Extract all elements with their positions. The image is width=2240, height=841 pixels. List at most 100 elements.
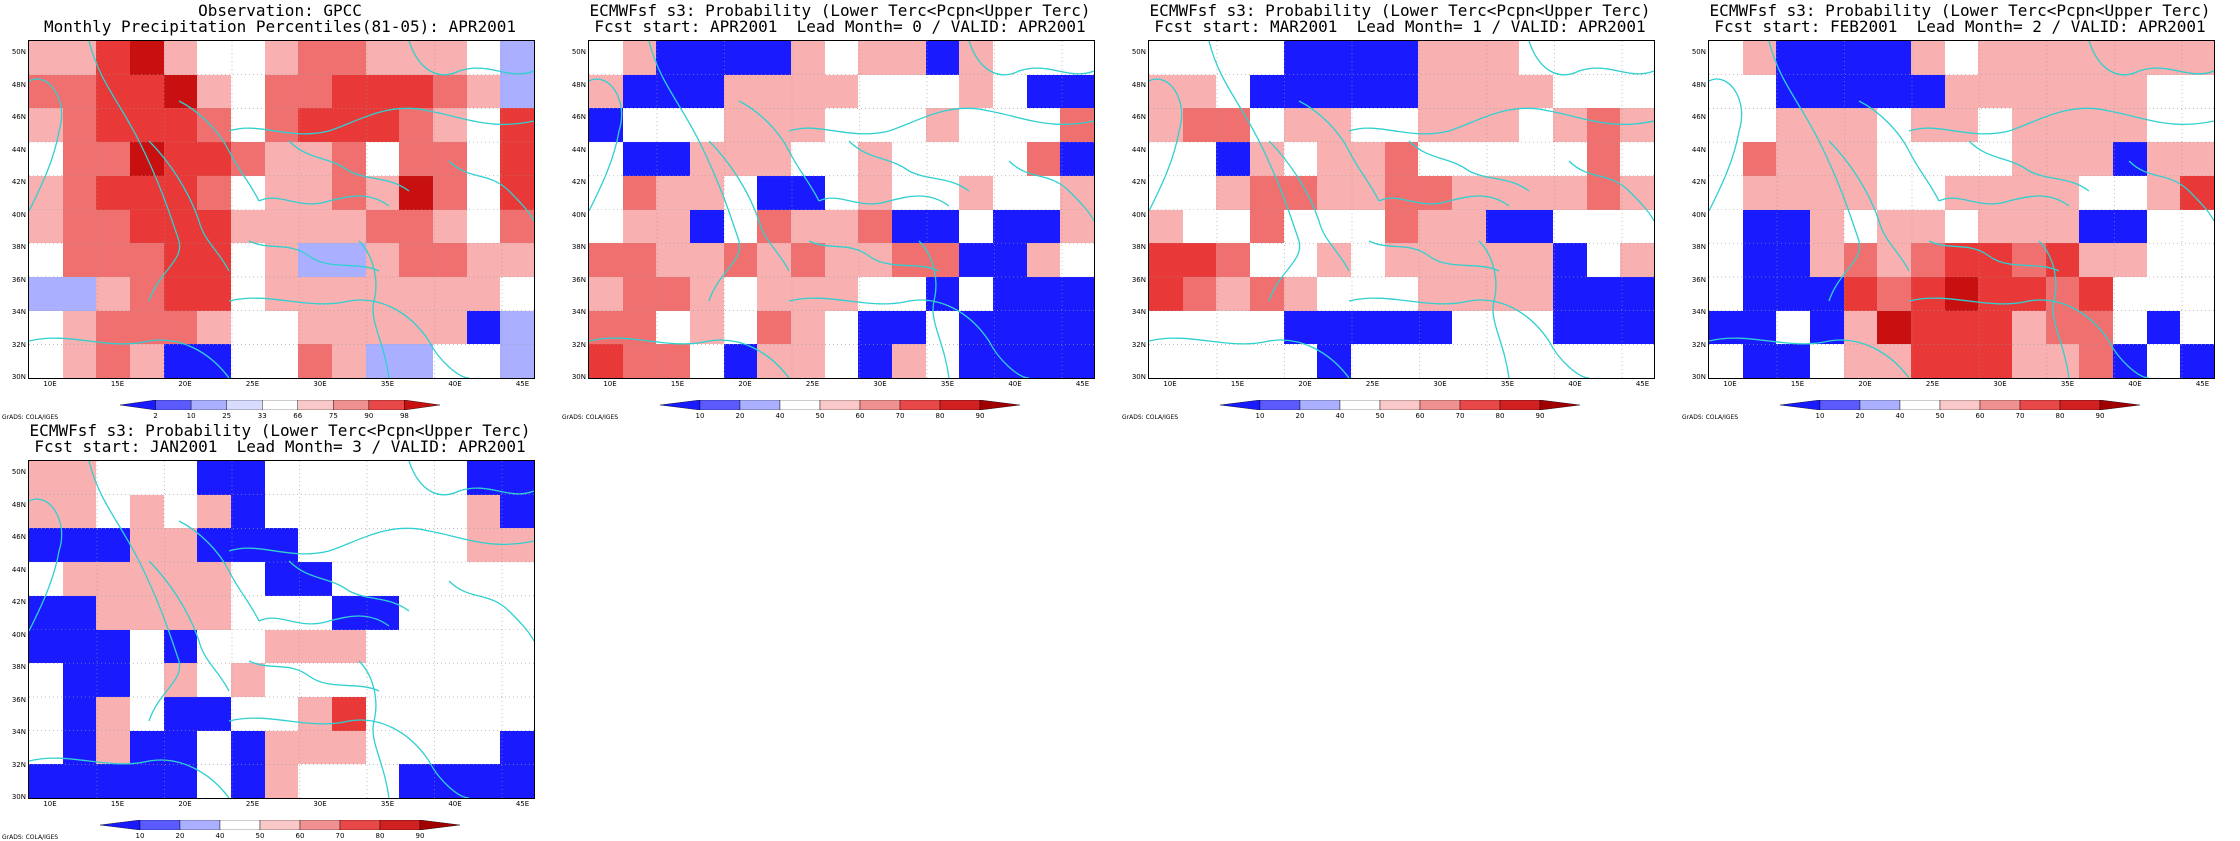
- grid-cell: [62, 142, 97, 176]
- colorbar-tick-label: 70: [2015, 412, 2025, 420]
- grid-cell: [500, 74, 534, 109]
- grid-cell: [2079, 142, 2113, 176]
- grid-cell: [466, 344, 501, 378]
- grid-cell: [466, 696, 501, 731]
- grid-cell: [1978, 142, 2012, 176]
- colorbar-swatches: [1220, 400, 1580, 410]
- grid-cell: [2012, 108, 2046, 143]
- grid-cell: [1026, 243, 1061, 277]
- lat-tick-label: 40N: [1691, 210, 1706, 219]
- grid-cell: [29, 108, 63, 143]
- colorbar-tick-label: 10: [1815, 412, 1825, 420]
- grid-cell: [1418, 344, 1452, 378]
- grid-cell: [365, 209, 400, 244]
- grid-cell: [197, 142, 231, 176]
- grid-cell: [332, 344, 366, 378]
- grid-cell: [1620, 310, 1654, 345]
- grid-cell: [824, 209, 859, 244]
- grid-cell: [1452, 344, 1486, 378]
- grid-cell: [298, 142, 332, 176]
- grid-cell: [231, 562, 265, 596]
- grid-cell: [433, 276, 467, 311]
- grid-cell: [500, 595, 534, 630]
- grid-cell: [1384, 276, 1419, 311]
- grid-cell: [2012, 344, 2046, 378]
- grid-cell: [1060, 344, 1094, 378]
- grid-cell: [163, 730, 198, 765]
- lat-tick-label: 46N: [1131, 113, 1146, 121]
- grid-cell: [365, 41, 400, 75]
- grid-cell: [1149, 209, 1183, 244]
- grid-cell: [231, 41, 265, 75]
- lat-tick-label: 32N: [11, 340, 26, 349]
- grid-cell: [1709, 74, 1743, 109]
- grid-cell: [365, 108, 400, 143]
- grid-cell: [130, 528, 164, 563]
- grid-cell: [589, 41, 623, 75]
- grid-cell: [231, 74, 265, 109]
- grid-cell: [298, 494, 332, 529]
- grid-cell: [1351, 243, 1385, 277]
- grid-cell: [500, 243, 534, 277]
- colorbar-tick-label: 70: [1455, 412, 1465, 420]
- lon-tick-label: 25E: [245, 380, 260, 388]
- grid-cell: [2012, 276, 2046, 311]
- grid-cell: [466, 494, 501, 529]
- grid-cell: [163, 344, 198, 378]
- grid-cell: [925, 276, 960, 311]
- grid-cell: [500, 494, 534, 529]
- grid-cell: [264, 41, 299, 75]
- grid-cell: [130, 629, 164, 664]
- grid-cell: [824, 175, 859, 210]
- grid-cell: [690, 344, 724, 378]
- grid-cell: [1485, 175, 1520, 210]
- grid-cell: [1452, 243, 1486, 277]
- grid-cell: [62, 663, 97, 697]
- grid-cell: [1620, 108, 1654, 143]
- grid-cell: [62, 629, 97, 664]
- grid-cell: [264, 562, 299, 596]
- grid-cell: [1182, 276, 1217, 311]
- grid-cell: [1978, 209, 2012, 244]
- grid-cell: [690, 142, 724, 176]
- grid-cell: [29, 528, 63, 563]
- lon-tick-label: 15E: [1230, 380, 1245, 388]
- grid-cell: [1317, 310, 1351, 345]
- lat-tick-label: 40N: [1131, 210, 1146, 219]
- grid-cell: [2113, 209, 2147, 244]
- probability-grid: [1709, 41, 2214, 378]
- lat-tick-label: 32N: [571, 340, 586, 349]
- grid-cell: [2180, 108, 2214, 143]
- grid-cell: [130, 310, 164, 345]
- lat-tick-label: 38N: [571, 243, 586, 251]
- grid-cell: [757, 41, 791, 75]
- grid-cell: [1843, 74, 1878, 109]
- colorbar-tick-label: 80: [375, 832, 385, 840]
- grid-cell: [62, 595, 97, 630]
- grid-cell: [1283, 108, 1318, 143]
- grid-cell: [332, 595, 366, 630]
- grid-cell: [757, 310, 791, 345]
- grid-cell: [332, 209, 366, 244]
- grid-cell: [1877, 276, 1911, 311]
- grid-cell: [2180, 209, 2214, 244]
- map-plot-area: [28, 460, 535, 799]
- colorbar-tick-label: 60: [295, 832, 305, 840]
- grid-cell: [1250, 209, 1284, 244]
- grid-cell: [433, 344, 467, 378]
- grid-cell: [96, 175, 130, 210]
- grid-cell: [1843, 243, 1878, 277]
- grid-cell: [1586, 74, 1621, 109]
- grid-cell: [858, 142, 892, 176]
- grid-cell: [433, 494, 467, 529]
- colorbar-swatches: [1780, 400, 2140, 410]
- map-panel-observation: Observation: GPCC Monthly Precipitation …: [0, 0, 560, 421]
- grid-cell: [1182, 74, 1217, 109]
- grid-cell: [96, 41, 130, 75]
- grid-cell: [466, 629, 501, 664]
- grid-cell: [62, 764, 97, 798]
- grid-cell: [656, 209, 690, 244]
- grid-cell: [29, 562, 63, 596]
- grid-cell: [1026, 108, 1061, 143]
- grid-cell: [1742, 209, 1777, 244]
